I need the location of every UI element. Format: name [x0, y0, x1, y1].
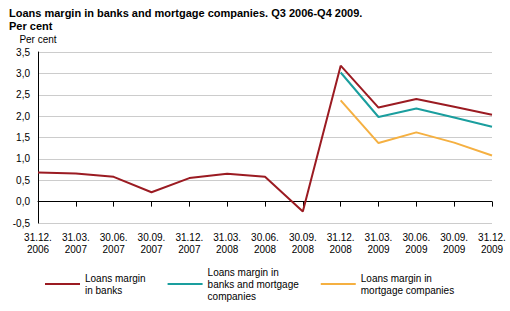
svg-text:banks and mortgage: banks and mortgage	[208, 279, 300, 290]
svg-text:0,5: 0,5	[16, 175, 30, 186]
svg-text:2007: 2007	[140, 244, 163, 255]
svg-text:30.09.: 30.09.	[138, 232, 166, 243]
svg-text:2,5: 2,5	[16, 89, 30, 100]
svg-text:31.12.: 31.12.	[175, 232, 203, 243]
svg-text:30.09.: 30.09.	[289, 232, 317, 243]
svg-text:2008: 2008	[292, 244, 315, 255]
svg-text:31.12.: 31.12.	[24, 232, 52, 243]
svg-text:2007: 2007	[178, 244, 201, 255]
svg-text:31.03.: 31.03.	[62, 232, 90, 243]
svg-text:30.06.: 30.06.	[402, 232, 430, 243]
svg-text:Loans margin in: Loans margin in	[361, 273, 432, 284]
svg-text:2007: 2007	[103, 244, 126, 255]
svg-text:2009: 2009	[405, 244, 428, 255]
svg-text:31.03.: 31.03.	[213, 232, 241, 243]
svg-text:Per cent: Per cent	[9, 20, 53, 32]
svg-text:mortgage companies: mortgage companies	[361, 285, 454, 296]
svg-text:2009: 2009	[367, 244, 390, 255]
svg-text:2009: 2009	[443, 244, 466, 255]
svg-text:30.06.: 30.06.	[251, 232, 279, 243]
svg-text:in banks: in banks	[85, 285, 122, 296]
svg-text:31.03.: 31.03.	[365, 232, 393, 243]
svg-text:31.12.: 31.12.	[478, 232, 506, 243]
svg-text:0,0: 0,0	[16, 196, 30, 207]
svg-text:1,0: 1,0	[16, 153, 30, 164]
svg-text:2008: 2008	[330, 244, 353, 255]
svg-text:2008: 2008	[216, 244, 239, 255]
svg-text:companies: companies	[208, 291, 256, 302]
svg-text:Loans margin in banks and mort: Loans margin in banks and mortgage compa…	[9, 7, 362, 19]
svg-text:1,5: 1,5	[16, 132, 30, 143]
svg-text:30.06.: 30.06.	[100, 232, 128, 243]
svg-text:Per cent: Per cent	[19, 34, 56, 45]
svg-text:30.09.: 30.09.	[440, 232, 468, 243]
svg-text:Loans margin: Loans margin	[85, 273, 146, 284]
svg-text:2008: 2008	[254, 244, 277, 255]
svg-text:3,5: 3,5	[16, 47, 30, 58]
svg-text:2006: 2006	[27, 244, 50, 255]
svg-text:Loans margin in: Loans margin in	[208, 267, 279, 278]
svg-text:2009: 2009	[481, 244, 504, 255]
svg-text:31.12.: 31.12.	[327, 232, 355, 243]
svg-text:3,0: 3,0	[16, 68, 30, 79]
svg-text:2007: 2007	[65, 244, 88, 255]
svg-text:-0,5: -0,5	[13, 218, 31, 229]
svg-text:2,0: 2,0	[16, 111, 30, 122]
